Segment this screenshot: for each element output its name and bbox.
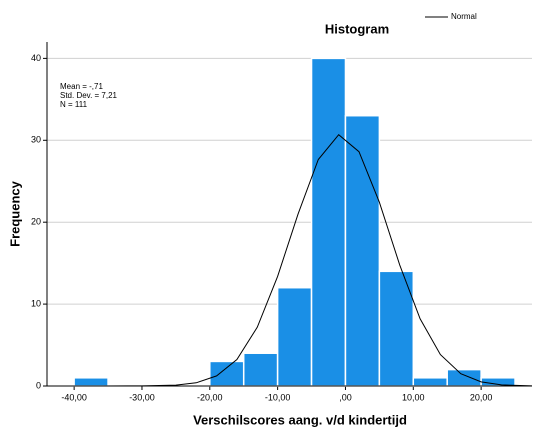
x-tick-label: 20,00 [470,392,493,402]
bar [344,114,381,387]
y-tick-label: 20 [31,217,41,227]
annotation: Mean = -,71 [60,82,103,91]
x-tick-label: -20,00 [197,392,223,402]
annotation: N = 111 [60,100,88,109]
y-tick-label: 30 [31,135,41,145]
bar [378,270,415,387]
bar [73,377,109,387]
x-tick-label: -30,00 [129,392,155,402]
x-tick-label: ,00 [339,392,352,402]
bar [242,352,279,387]
bar [276,286,313,387]
chart-title: Histogram [325,21,389,36]
bar [310,57,347,387]
y-tick-label: 40 [31,53,41,63]
y-axis-label: Frequency [7,180,22,247]
y-tick-label: 0 [36,380,41,390]
x-axis-label: Verschilscores aang. v/d kindertijd [193,412,407,427]
normal-curve [47,133,533,387]
y-tick-label: 10 [31,298,41,308]
bar [209,360,245,387]
legend-label: Normal [451,12,477,21]
x-tick-label: -10,00 [265,392,291,402]
bar [446,368,482,387]
annotation: Std. Dev. = 7,21 [60,91,118,100]
x-tick-label: -40,00 [61,392,87,402]
x-tick-label: 10,00 [402,392,425,402]
bar [412,377,448,387]
